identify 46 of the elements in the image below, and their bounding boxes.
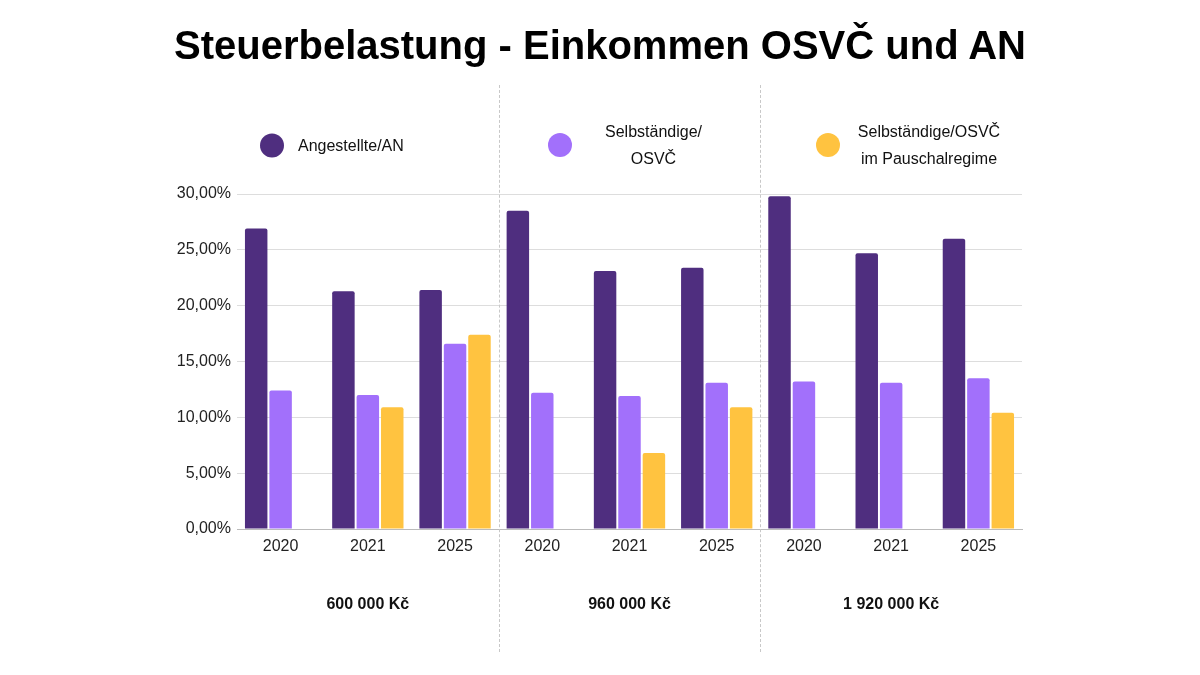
text: 600 000 Kč	[326, 595, 410, 613]
bar	[269, 390, 292, 529]
bar	[618, 396, 641, 529]
y-tick-label: 10,00%	[176, 407, 231, 425]
x-tick-label: 2021	[350, 537, 386, 555]
bar	[768, 196, 791, 529]
text: 960 000 Kč	[588, 595, 671, 613]
x-tick-label: 2025	[698, 537, 735, 555]
y-tick-label: 30,00%	[176, 184, 231, 202]
bar	[531, 392, 554, 529]
bar	[356, 395, 380, 529]
y-tick-label: 15,00%	[176, 351, 231, 369]
bar	[855, 253, 878, 529]
bar	[468, 334, 491, 529]
text: 1 920 000 Kč	[843, 595, 940, 613]
bar	[705, 382, 728, 529]
bar	[244, 228, 268, 529]
legend-label: Angestellte/AN	[298, 136, 404, 154]
x-tick-label: 2020	[524, 537, 561, 555]
y-tick-label: 20,00%	[176, 296, 231, 314]
bar	[967, 378, 990, 529]
y-tick-label: 5,00%	[185, 463, 231, 481]
bar	[729, 407, 753, 529]
x-tick-label: 2025	[960, 537, 997, 555]
bar	[879, 382, 903, 529]
x-tick-label: 2021	[873, 537, 910, 555]
bar	[419, 290, 442, 529]
bar	[942, 238, 966, 529]
y-tick-label: 25,00%	[176, 240, 231, 258]
bar	[443, 343, 467, 529]
legend-label: Selbständige/OSVČ	[605, 123, 702, 167]
x-tick-label: 2021	[611, 537, 648, 555]
bar	[681, 267, 704, 529]
x-tick-label: 2025	[437, 537, 473, 555]
bar	[642, 453, 666, 529]
y-tick-label: 0,00%	[185, 519, 231, 537]
x-tick-label: 2020	[262, 537, 299, 555]
bar	[332, 291, 355, 529]
legend-label: Selbständige/OSVČ im Pauschalregime	[857, 123, 1001, 167]
bar	[593, 271, 617, 529]
bar	[381, 407, 404, 529]
x-tick-label: 2020	[786, 537, 822, 555]
bar	[792, 381, 816, 529]
bar	[506, 210, 530, 529]
bar	[991, 412, 1015, 529]
chart-title: Steuerbelastung - Einkommen OSVČ und AN	[173, 22, 1027, 68]
